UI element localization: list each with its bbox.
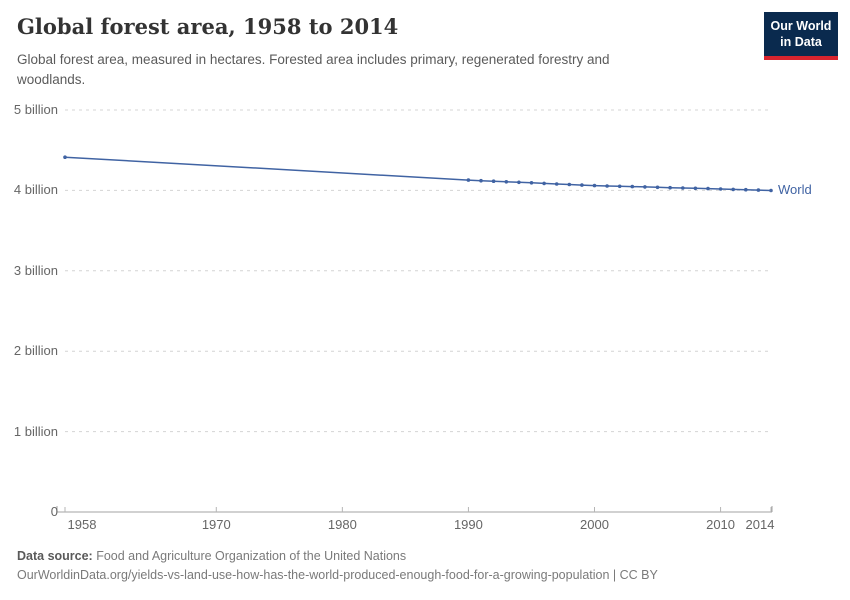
data-point [718, 187, 723, 191]
data-point [542, 181, 546, 186]
chart-title: Global forest area, 1958 to 2014 [17, 14, 399, 39]
world-line-series [64, 156, 772, 192]
data-point [769, 188, 773, 193]
x-axis-label: 1958 [67, 517, 97, 532]
data-point [731, 187, 735, 192]
data-point [617, 184, 622, 189]
data-source-value: Food and Agriculture Organization of the… [96, 549, 407, 563]
x-axis-label: 1990 [453, 517, 483, 532]
data-source-label: Data source: [17, 549, 93, 563]
chart-footer: Data source: Food and Agriculture Organi… [17, 547, 658, 586]
data-point [554, 182, 559, 186]
data-point [744, 187, 748, 192]
data-point [504, 180, 509, 184]
owid-logo[interactable]: Our World in Data [764, 12, 838, 60]
license-badge: | CC BY [612, 568, 658, 583]
data-point [605, 184, 609, 188]
url-line: OurWorldinData.org/yields-vs-land-use-ho… [17, 566, 658, 585]
y-axis-label: 2 billion [13, 343, 58, 359]
chart-subtitle: Global forest area, measured in hectares… [17, 52, 610, 88]
y-axis-label: 4 billion [13, 182, 58, 198]
x-axis-label: 2000 [580, 517, 609, 532]
data-point [479, 178, 483, 183]
x-axis-label: 1980 [327, 517, 357, 532]
x-axis-label: 2010 [706, 517, 736, 532]
y-axis-label: 5 billion [13, 102, 58, 117]
series-label-world[interactable]: World [778, 182, 812, 198]
data-point [529, 181, 534, 185]
canonical-url[interactable]: OurWorldinData.org/yields-vs-land-use-ho… [17, 568, 610, 583]
y-axis-label: 3 billion [13, 262, 58, 278]
x-axis-label: 1970 [201, 517, 231, 532]
data-point [63, 155, 67, 159]
data-point [630, 184, 635, 189]
data-point [706, 186, 710, 191]
y-axis-label: 0 [50, 504, 58, 519]
data-point [567, 182, 572, 187]
owid-logo-line1: Our World [770, 19, 832, 33]
y-axis-label: 1 billion [13, 423, 58, 439]
data-point [643, 185, 647, 189]
data-point [580, 183, 584, 187]
data-source-line: Data source: Food and Agriculture Organi… [17, 547, 658, 566]
data-point [592, 183, 597, 188]
data-point [693, 186, 698, 191]
x-axis-label: 2014 [745, 517, 775, 532]
data-point [517, 180, 521, 185]
data-point [655, 185, 660, 190]
data-point [681, 186, 685, 190]
owid-logo-line2: in Data [780, 35, 822, 50]
data-point [756, 188, 761, 192]
data-point [466, 178, 471, 182]
data-point [668, 185, 672, 190]
data-point [491, 179, 496, 183]
